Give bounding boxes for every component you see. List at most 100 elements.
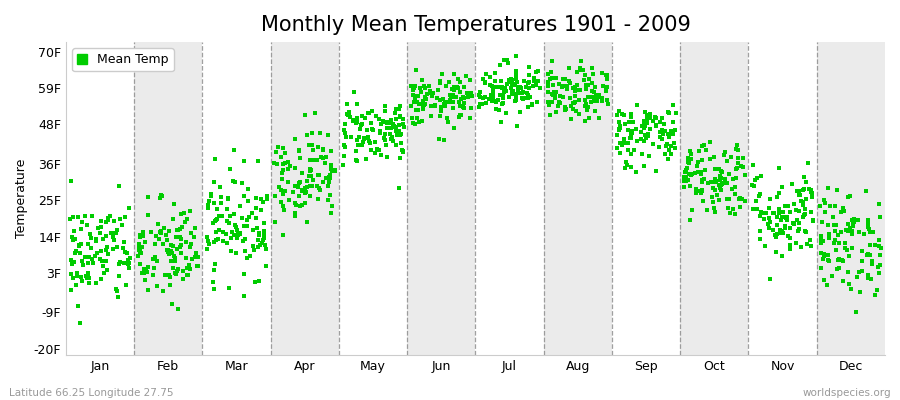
Mean Temp	[783, 246, 797, 252]
Mean Temp	[528, 69, 543, 75]
Mean Temp	[433, 78, 447, 84]
Mean Temp	[162, 250, 176, 257]
Mean Temp	[486, 95, 500, 102]
Mean Temp	[832, 265, 846, 272]
Mean Temp	[396, 148, 410, 155]
Mean Temp	[392, 122, 406, 129]
Mean Temp	[153, 192, 167, 198]
Mean Temp	[446, 104, 461, 111]
Mean Temp	[179, 216, 194, 222]
Mean Temp	[224, 248, 238, 254]
Mean Temp	[746, 206, 760, 212]
Mean Temp	[444, 92, 458, 99]
Mean Temp	[820, 184, 834, 191]
Mean Temp	[780, 214, 795, 220]
Mean Temp	[415, 77, 429, 83]
Mean Temp	[179, 255, 194, 262]
Mean Temp	[522, 72, 536, 78]
Mean Temp	[352, 134, 366, 140]
Mean Temp	[68, 250, 83, 256]
Mean Temp	[513, 84, 527, 90]
Mean Temp	[515, 94, 529, 101]
Mean Temp	[496, 100, 510, 106]
Mean Temp	[341, 111, 356, 117]
Mean Temp	[510, 90, 525, 96]
Mean Temp	[533, 85, 547, 91]
Mean Temp	[440, 115, 454, 122]
Mean Temp	[355, 112, 369, 119]
Mean Temp	[299, 189, 313, 195]
Text: worldspecies.org: worldspecies.org	[803, 388, 891, 398]
Mean Temp	[171, 227, 185, 234]
Mean Temp	[563, 94, 578, 101]
Mean Temp	[202, 198, 216, 204]
Mean Temp	[580, 81, 595, 88]
Bar	[66, 42, 134, 355]
Mean Temp	[288, 200, 302, 207]
Mean Temp	[624, 114, 638, 120]
Mean Temp	[287, 210, 302, 216]
Mean Temp	[757, 216, 771, 222]
Mean Temp	[730, 142, 744, 148]
Mean Temp	[393, 140, 408, 146]
Mean Temp	[66, 214, 80, 220]
Mean Temp	[726, 205, 741, 212]
Mean Temp	[774, 252, 788, 259]
Mean Temp	[256, 237, 270, 243]
Mean Temp	[140, 269, 155, 275]
Mean Temp	[409, 66, 423, 73]
Mean Temp	[774, 230, 788, 236]
Mean Temp	[822, 235, 836, 241]
Mean Temp	[294, 188, 309, 194]
Mean Temp	[505, 88, 519, 94]
Mean Temp	[396, 121, 410, 128]
Mean Temp	[775, 184, 789, 191]
Mean Temp	[612, 126, 626, 133]
Mean Temp	[281, 166, 295, 172]
Mean Temp	[274, 176, 289, 183]
Mean Temp	[74, 274, 88, 280]
Mean Temp	[152, 236, 166, 242]
Mean Temp	[152, 228, 166, 235]
Mean Temp	[303, 166, 318, 172]
Mean Temp	[424, 102, 438, 109]
Mean Temp	[610, 132, 625, 138]
Mean Temp	[845, 222, 859, 229]
Mean Temp	[531, 78, 545, 84]
Mean Temp	[323, 175, 338, 181]
Mean Temp	[301, 178, 315, 184]
Mean Temp	[662, 110, 676, 116]
Mean Temp	[562, 80, 577, 87]
Mean Temp	[316, 147, 330, 153]
Mean Temp	[289, 202, 303, 208]
Mean Temp	[490, 99, 504, 106]
Mean Temp	[595, 83, 609, 90]
Mean Temp	[132, 234, 147, 240]
Mean Temp	[99, 258, 113, 264]
Mean Temp	[393, 113, 408, 120]
Mean Temp	[824, 202, 838, 209]
Mean Temp	[437, 101, 452, 107]
Mean Temp	[457, 100, 472, 106]
Mean Temp	[749, 198, 763, 205]
Mean Temp	[292, 179, 306, 186]
Mean Temp	[180, 264, 194, 271]
Mean Temp	[252, 229, 266, 236]
Mean Temp	[527, 78, 542, 84]
Mean Temp	[787, 220, 801, 227]
Mean Temp	[65, 261, 79, 268]
Mean Temp	[473, 88, 488, 95]
Mean Temp	[389, 142, 403, 148]
Mean Temp	[680, 158, 695, 165]
Mean Temp	[655, 127, 670, 134]
Mean Temp	[497, 89, 511, 95]
Mean Temp	[146, 272, 160, 278]
Mean Temp	[431, 136, 446, 142]
Mean Temp	[148, 254, 162, 260]
Mean Temp	[110, 288, 124, 294]
Mean Temp	[873, 252, 887, 258]
Mean Temp	[105, 234, 120, 240]
Mean Temp	[554, 84, 569, 90]
Mean Temp	[69, 282, 84, 288]
Mean Temp	[589, 95, 603, 101]
